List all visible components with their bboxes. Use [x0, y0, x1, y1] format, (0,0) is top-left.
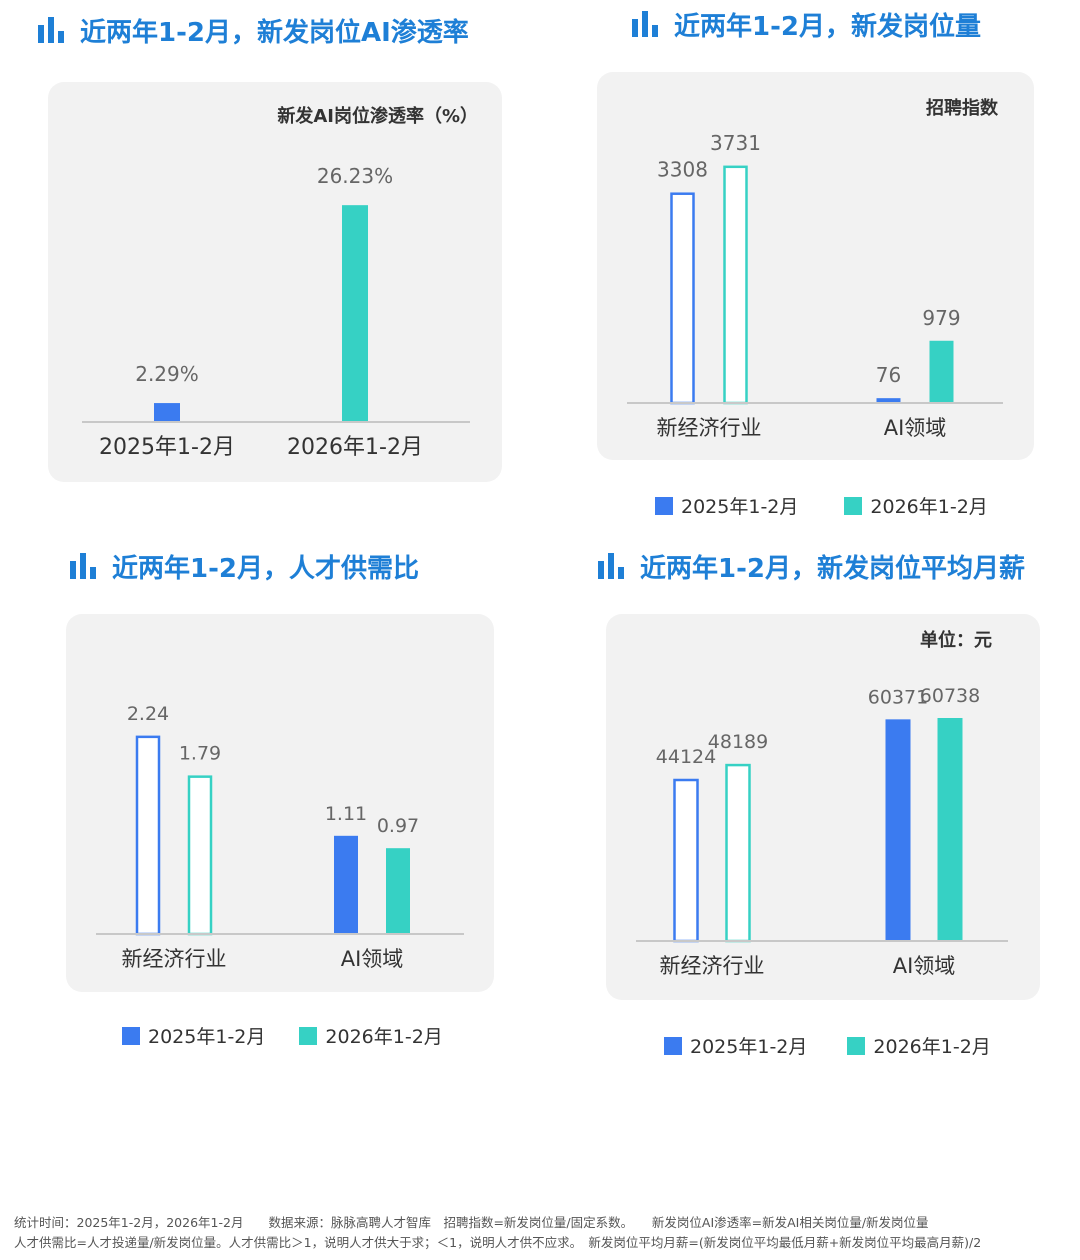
panel-title-text: 近两年1-2月，人才供需比 — [112, 553, 419, 584]
legend-label: 2026年1-2月 — [325, 1026, 443, 1048]
chart-card-supply-demand: 2.24 1.79 1.11 0.97 新经济行业 AI领域 — [66, 614, 494, 992]
data-label: 26.23% — [317, 164, 393, 188]
legend-item-2025: 2025年1-2月 — [655, 492, 798, 519]
legend-new-postings: 2025年1-2月 2026年1-2月 — [655, 492, 988, 519]
data-label: 2.24 — [127, 703, 169, 725]
legend-label: 2025年1-2月 — [690, 1036, 808, 1058]
chart-card-ai-penetration: 新发AI岗位渗透率（%） 2.29% 26.23% 2025年1-2月 2026年1-… — [48, 82, 502, 482]
chart-card-avg-salary: 单位：元 44124 48189 60371 60738 新经济行业 AI领域 — [606, 614, 1040, 1000]
bar-2026 — [723, 165, 748, 405]
x-tick-label: 新经济行业 — [660, 954, 765, 978]
bar-chart-icon — [630, 9, 660, 39]
data-label: 0.97 — [377, 815, 419, 837]
legend-label: 2025年1-2月 — [148, 1026, 266, 1048]
bar-2025 — [154, 403, 180, 422]
panel-title-ai-penetration: 近两年1-2月，新发岗位AI渗透率 — [36, 8, 469, 52]
bar-2026 — [386, 848, 410, 934]
bar-2025 — [334, 835, 358, 934]
panel-title-text: 近两年1-2月，新发岗位平均月薪 — [640, 553, 1025, 584]
bar-2025 — [670, 192, 695, 405]
panel-title-avg-salary: 近两年1-2月，新发岗位平均月薪 — [596, 544, 1025, 588]
legend-swatch — [847, 1036, 866, 1055]
y-axis-label: 招聘指数 — [926, 98, 998, 119]
bar-2025 — [135, 735, 161, 936]
legend-item-2026: 2026年1-2月 — [844, 492, 988, 519]
chart-card-new-postings: 招聘指数 3308 3731 76 979 新经济行业 AI领域 — [597, 72, 1034, 460]
bar-2026 — [187, 775, 213, 936]
x-tick-label: 新经济行业 — [657, 416, 762, 440]
x-tick-label: 2026年1-2月 — [287, 435, 423, 460]
data-label: 1.79 — [179, 743, 221, 765]
bar-2026 — [929, 340, 954, 403]
legend-label: 2025年1-2月 — [681, 496, 799, 518]
legend-item-2025: 2025年1-2月 — [122, 1022, 265, 1049]
data-label: 3308 — [657, 158, 708, 182]
x-tick-label: 2025年1-2月 — [99, 435, 235, 460]
bar-chart-icon — [36, 15, 66, 45]
legend-item-2026: 2026年1-2月 — [847, 1032, 991, 1059]
legend-label: 2026年1-2月 — [870, 496, 988, 518]
bar-chart-icon — [68, 551, 98, 581]
chart-supply-demand: 2.24 1.79 1.11 0.97 新经济行业 AI领域 — [96, 703, 464, 971]
data-label: 76 — [876, 363, 901, 387]
data-label: 979 — [922, 306, 960, 330]
data-label: 1.11 — [325, 803, 367, 825]
legend-swatch — [299, 1026, 318, 1045]
y-axis-label: 单位：元 — [920, 630, 992, 651]
x-tick-label: 新经济行业 — [122, 947, 227, 971]
bar-2025 — [885, 719, 911, 941]
legend-swatch — [844, 496, 863, 515]
legend-swatch — [664, 1036, 682, 1055]
panel-title-new-postings: 近两年1-2月，新发岗位量 — [630, 2, 981, 46]
panel-title-supply-demand: 近两年1-2月，人才供需比 — [68, 544, 419, 588]
legend-item-2026: 2026年1-2月 — [299, 1022, 443, 1049]
chart-ai-penetration: 2.29% 26.23% 2025年1-2月 2026年1-2月 — [82, 164, 470, 460]
footer-note-2: 人才供需比=人才投递量/新发岗位量。人才供需比＞1，说明人才供大于求；＜1，说明… — [14, 1235, 982, 1250]
legend-label: 2026年1-2月 — [873, 1036, 991, 1058]
data-label: 60371 — [868, 686, 928, 708]
panel-title-text: 近两年1-2月，新发岗位量 — [674, 11, 981, 42]
panel-title-text: 近两年1-2月，新发岗位AI渗透率 — [80, 17, 469, 48]
bar-2026 — [725, 763, 751, 943]
data-label: 3731 — [710, 131, 761, 155]
legend-swatch — [655, 496, 673, 515]
bar-2025 — [673, 778, 699, 943]
x-tick-label: AI领域 — [341, 947, 404, 971]
legend-swatch — [122, 1026, 140, 1045]
bar-chart-icon — [596, 551, 626, 581]
bar-2026 — [937, 718, 963, 941]
y-axis-label: 新发AI岗位渗透率（%） — [277, 106, 478, 127]
data-label: 44124 — [656, 746, 716, 768]
legend-item-2025: 2025年1-2月 — [664, 1032, 807, 1059]
footer-note-1: 统计时间：2025年1-2月，2026年1-2月 数据来源：脉脉高聘人才智库 招… — [14, 1215, 929, 1230]
legend-avg-salary: 2025年1-2月 2026年1-2月 — [664, 1032, 991, 1059]
x-tick-label: AI领域 — [893, 954, 956, 978]
data-label: 60738 — [920, 685, 980, 707]
bar-2026 — [342, 205, 368, 422]
data-label: 2.29% — [135, 362, 199, 386]
bar-2025 — [876, 398, 901, 403]
data-label: 48189 — [708, 731, 768, 753]
legend-supply-demand: 2025年1-2月 2026年1-2月 — [122, 1022, 443, 1049]
x-tick-label: AI领域 — [884, 416, 947, 440]
